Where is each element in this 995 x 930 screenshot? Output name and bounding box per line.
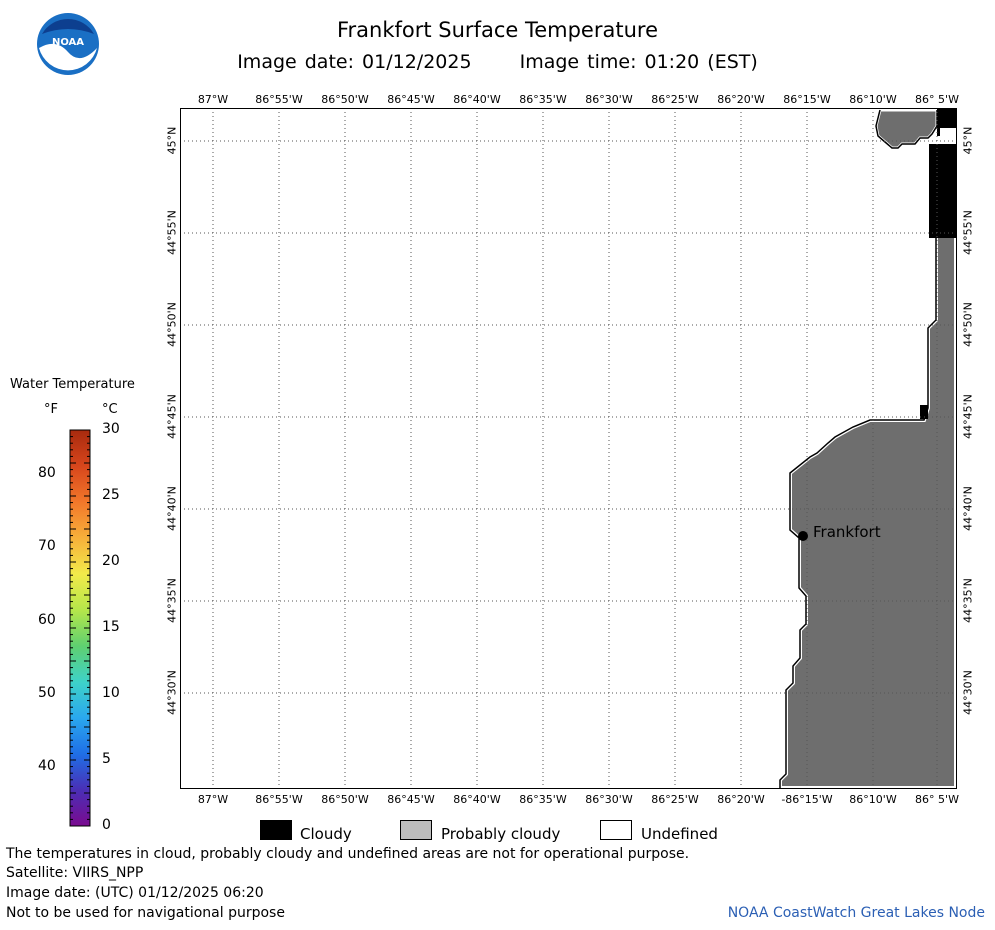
legend-title: Water Temperature <box>10 377 135 392</box>
page-title: Frankfort Surface Temperature <box>336 18 658 42</box>
lon-label-top: 86°10'W <box>849 93 897 106</box>
lon-label-top: 86°55'W <box>255 93 303 106</box>
lon-label-top: 86°25'W <box>651 93 699 106</box>
lon-label-top: 87°W <box>197 93 229 106</box>
lon-label-bottom: 86°35'W <box>519 793 567 806</box>
cloudy-area <box>929 144 956 238</box>
lat-label-right: 44°45'N <box>961 394 975 439</box>
lat-label-left: 44°55'N <box>165 210 179 255</box>
lon-label-bottom: -86°15'W <box>781 793 833 806</box>
lon-label-top: 86°40'W <box>453 93 501 106</box>
city-label: Frankfort <box>813 523 881 541</box>
lat-label-left: 44°30'N <box>165 670 179 715</box>
image-time: Image time: 01:20 (EST) <box>519 51 758 73</box>
lat-label-right: 44°35'N <box>961 578 975 623</box>
map-frame: Frankfort <box>180 108 958 790</box>
lon-label-bottom: 86°55'W <box>255 793 303 806</box>
lat-label-right: 45°N <box>961 126 975 155</box>
frankfort-marker <box>798 531 808 541</box>
lon-label-bottom: 86°20'W <box>717 793 765 806</box>
celsius-tick: 25 <box>102 487 120 503</box>
temperature-colorbar <box>69 429 91 827</box>
svg-text:NOAA: NOAA <box>52 37 84 48</box>
lon-label-bottom: 86°10'W <box>849 793 897 806</box>
lat-label-left: 44°50'N <box>165 302 179 347</box>
fahrenheit-tick: 60 <box>38 611 56 628</box>
fahrenheit-tick: 80 <box>38 465 56 481</box>
lon-label-bottom: 86°50'W <box>321 793 369 806</box>
lat-label-left: 44°35'N <box>165 578 179 623</box>
lon-label-top: 86°35'W <box>519 93 567 106</box>
lon-label-top: 86°45'W <box>387 93 435 106</box>
cloudy-label: Cloudy <box>300 825 352 843</box>
probably-cloudy-swatch <box>400 820 432 840</box>
probably-cloudy-label: Probably cloudy <box>441 825 561 843</box>
celsius-tick: 30 <box>102 421 120 437</box>
lon-label-bottom: 86° 5'W <box>915 793 959 806</box>
lat-label-right: 44°40'N <box>961 486 975 531</box>
celsius-tick: 5 <box>102 751 111 767</box>
lon-label-top: 86°20'W <box>717 93 765 106</box>
fahrenheit-tick: 50 <box>38 685 56 701</box>
unit-fahrenheit: °F <box>44 402 58 417</box>
lon-label-bottom: 86°30'W <box>585 793 633 806</box>
lon-label-top: 86°30'W <box>585 93 633 106</box>
celsius-tick: 20 <box>102 553 120 569</box>
lon-label-top: 86°50'W <box>321 93 369 106</box>
celsius-tick: 10 <box>102 685 120 701</box>
graticule <box>180 108 956 788</box>
lon-label-bottom: 86°45'W <box>387 793 435 806</box>
lon-label-top: 86°15'W <box>783 93 831 106</box>
undefined-swatch <box>600 820 632 840</box>
image-date: Image date: 01/12/2025 <box>237 51 472 73</box>
fahrenheit-tick: 40 <box>38 758 56 775</box>
navigation-warning: Not to be used for navigational purpose <box>6 905 285 921</box>
lat-label-left: 44°45'N <box>165 394 179 439</box>
satellite-text: Satellite: VIIRS_NPP <box>6 865 144 881</box>
cloudy-swatch <box>260 820 292 840</box>
celsius-tick: 15 <box>102 619 120 635</box>
lon-label-bottom: 86°25'W <box>651 793 699 806</box>
lat-label-left: 45°N <box>165 126 179 155</box>
lon-label-top: 86° 5'W <box>915 93 959 106</box>
fahrenheit-tick: 70 <box>38 538 56 555</box>
celsius-tick: 0 <box>102 817 111 833</box>
noaa-logo: NOAA <box>37 13 99 75</box>
lat-label-right: 44°50'N <box>961 302 975 347</box>
utc-date-text: Image date: (UTC) 01/12/2025 06:20 <box>6 885 264 901</box>
disclaimer-text: The temperatures in cloud, probably clou… <box>6 846 690 862</box>
image-subtitle: Image date: 01/12/2025 Image time: 01:20… <box>0 51 995 73</box>
lat-label-right: 44°30'N <box>961 670 975 715</box>
lat-label-right: 44°55'N <box>961 210 975 255</box>
undefined-label: Undefined <box>641 825 718 843</box>
unit-celsius: °C <box>102 402 118 417</box>
lon-label-bottom: 86°40'W <box>453 793 501 806</box>
coastwatch-node-link[interactable]: NOAA CoastWatch Great Lakes Node <box>727 905 985 921</box>
lat-label-left: 44°40'N <box>165 486 179 531</box>
lon-label-bottom: 87°W <box>197 793 229 806</box>
